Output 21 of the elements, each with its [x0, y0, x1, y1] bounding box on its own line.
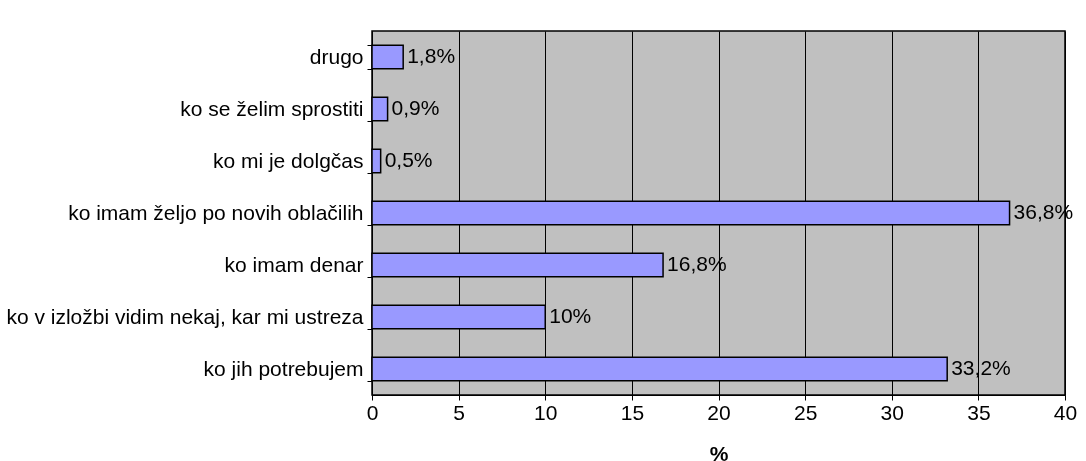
y-tick-label: ko v izložbi vidim nekaj, kar mi ustreza	[6, 304, 364, 328]
y-tick-label: ko jih potrebujem	[203, 356, 364, 380]
data-label: 10%	[549, 304, 592, 327]
y-tick-label: ko se želim sprostiti	[180, 96, 364, 120]
x-tick-label: 35	[967, 400, 991, 424]
x-tick-label: 5	[453, 400, 465, 424]
x-tick-label: 20	[707, 400, 731, 424]
y-tick-label: ko mi je dolgčas	[212, 148, 364, 172]
x-tick-label: 0	[366, 400, 379, 424]
data-label: 0,9%	[391, 96, 440, 119]
x-tick-label: 10	[534, 400, 558, 424]
x-tick-label: 30	[880, 400, 904, 424]
y-tick-label: ko imam denar	[224, 252, 364, 276]
y-tick-label: ko imam željo po novih oblačilih	[68, 200, 364, 224]
data-label: 0,5%	[384, 148, 433, 171]
x-axis-title: %	[709, 441, 729, 461]
y-tick-label: drugo	[309, 44, 364, 68]
x-tick-label: 15	[620, 400, 645, 424]
x-tick-label: 40	[1053, 400, 1078, 424]
x-tick-label: 25	[793, 400, 818, 424]
data-label: 1,8%	[407, 44, 456, 67]
